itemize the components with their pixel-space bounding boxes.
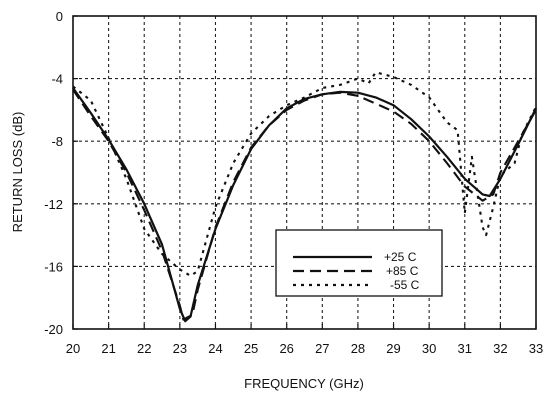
plot-frame — [72, 15, 537, 330]
y-axis-ticks: 0 -4 -8 -12 -16 -20 — [44, 9, 78, 337]
y-axis-label: RETURN LOSS (dB) — [10, 112, 25, 233]
x-tick-label: 20 — [66, 341, 80, 356]
series-line-25c — [72, 87, 537, 323]
legend: +25 C +85 C -55 C — [275, 229, 443, 297]
x-tick-label: 25 — [244, 341, 258, 356]
x-tick-label: 31 — [458, 341, 472, 356]
x-tick-label: 33 — [529, 341, 543, 356]
x-tick-label: 27 — [315, 341, 329, 356]
y-tick-label: -20 — [44, 322, 63, 337]
y-tick-label: -8 — [51, 134, 63, 149]
x-tick-label: 30 — [422, 341, 436, 356]
x-axis-label: FREQUENCY (GHz) — [244, 376, 364, 391]
x-tick-label: 23 — [173, 341, 187, 356]
series-line-55c — [72, 71, 537, 277]
legend-label-25c: +25 C — [384, 250, 417, 264]
legend-label-55c: -55 C — [390, 278, 420, 292]
y-tick-label: -16 — [44, 259, 63, 274]
y-tick-label: -12 — [44, 197, 63, 212]
series-lines — [72, 71, 537, 323]
x-tick-label: 24 — [208, 341, 222, 356]
x-axis-ticks: 20 21 22 23 24 25 26 27 28 29 30 31 32 33 — [66, 324, 543, 356]
x-tick-label: 32 — [493, 341, 507, 356]
legend-label-85c: +85 C — [386, 264, 419, 278]
x-tick-label: 28 — [351, 341, 365, 356]
y-tick-label: 0 — [56, 9, 63, 24]
x-tick-label: 26 — [279, 341, 293, 356]
x-tick-label: 21 — [101, 341, 115, 356]
x-tick-label: 22 — [137, 341, 151, 356]
y-tick-label: -4 — [51, 72, 63, 87]
x-tick-label: 29 — [386, 341, 400, 356]
